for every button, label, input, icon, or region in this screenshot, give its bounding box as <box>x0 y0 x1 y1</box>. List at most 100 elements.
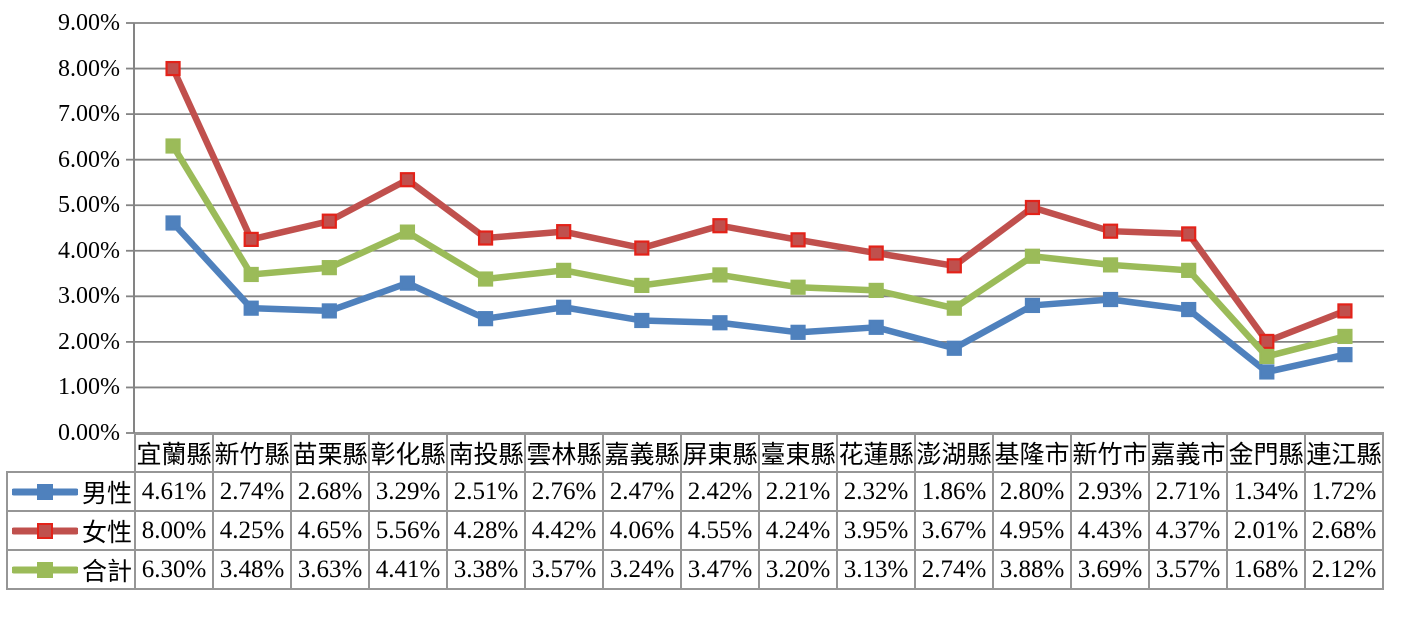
series-row: 男性 4.61% 2.74% 2.68% 3.29% 2.51% 2.76% 2.47% 2.4… <box>6 471 1384 512</box>
category-header-cell: 新竹市 <box>1070 433 1150 473</box>
data-point-marker <box>399 172 416 188</box>
data-point-marker <box>1102 223 1119 239</box>
category-header-cell: 臺東縣 <box>758 433 838 473</box>
data-point-marker <box>1102 257 1119 273</box>
legend-cell: 女性 <box>6 510 136 551</box>
value-cell: 1.86% <box>914 471 994 512</box>
data-table-with-legend: 宜蘭縣 新竹縣 苗栗縣 彰化縣 南投縣 雲林縣 嘉義縣 屏東縣 臺東縣 花蓮縣 澎湖縣 基隆市 新竹市嘉… <box>6 433 1384 590</box>
data-point-marker <box>1181 301 1197 318</box>
category-header-cell: 宜蘭縣 <box>134 433 214 473</box>
value-cell: 3.63% <box>290 549 370 590</box>
legend-line-marker-icon <box>11 561 78 578</box>
value-cell: 2.71% <box>1148 471 1228 512</box>
data-point-marker <box>1102 291 1119 308</box>
value-cell: 1.68% <box>1226 549 1306 590</box>
data-point-marker <box>868 319 884 335</box>
data-point-marker <box>1337 328 1353 345</box>
data-point-marker <box>477 311 494 327</box>
data-point-marker <box>946 340 962 356</box>
data-point-marker <box>946 258 962 274</box>
y-axis-tick-label: 8.00% <box>58 55 120 82</box>
series-label: 合計 <box>81 558 132 586</box>
table-body: 男性 4.61% 2.74% 2.68% 3.29% 2.51% 2.76% 2.47% 2.4… <box>6 471 1384 590</box>
value-cell: 2.21% <box>758 471 838 512</box>
data-point-marker <box>712 218 728 234</box>
data-point-marker <box>321 303 337 319</box>
value-cell: 1.34% <box>1226 471 1306 512</box>
series-line-男性 <box>170 220 1346 376</box>
data-point-marker <box>1181 226 1197 242</box>
value-cell: 4.41% <box>368 549 448 590</box>
value-cell: 2.80% <box>992 471 1072 512</box>
value-cell: 2.42% <box>680 471 760 512</box>
table-corner-empty-cell <box>7 434 136 473</box>
value-cell: 2.76% <box>524 471 604 512</box>
y-axis-tick-labels: 0.00% 1.00% 2.00% 3.00% 4.00% 5.00% 6.00% 7.00%… <box>0 0 120 460</box>
value-cell: 2.32% <box>836 471 916 512</box>
value-cell: 2.01% <box>1226 510 1306 551</box>
category-header-cell: 連江縣 <box>1304 433 1384 473</box>
data-point-marker <box>1337 347 1353 363</box>
data-point-marker <box>399 275 416 291</box>
data-point-marker <box>165 60 181 77</box>
value-cell: 8.00% <box>134 510 214 551</box>
category-header-cell: 花蓮縣 <box>836 433 916 473</box>
y-axis-tick-label: 1.00% <box>58 374 120 401</box>
data-point-marker <box>868 245 884 261</box>
data-point-marker <box>243 231 259 247</box>
value-cell: 4.28% <box>446 510 526 551</box>
data-point-marker <box>556 224 572 240</box>
data-point-marker <box>321 213 337 229</box>
data-point-marker <box>243 300 259 316</box>
legend-line-marker-icon <box>11 483 78 500</box>
value-cell: 3.20% <box>758 549 838 590</box>
value-cell: 2.51% <box>446 471 526 512</box>
value-cell: 4.65% <box>290 510 370 551</box>
data-point-marker <box>1259 348 1275 365</box>
value-cell: 3.47% <box>680 549 760 590</box>
data-point-marker <box>1259 333 1275 350</box>
data-point-marker <box>634 277 650 293</box>
value-cell: 4.61% <box>134 471 214 512</box>
y-axis-tick-label: 2.00% <box>58 328 120 355</box>
data-point-marker <box>712 315 728 331</box>
category-header-cell: 嘉義市 <box>1148 433 1228 473</box>
data-point-marker <box>165 215 181 231</box>
data-point-marker <box>1181 262 1197 278</box>
value-cell: 5.56% <box>368 510 448 551</box>
value-cell: 2.68% <box>1304 510 1384 551</box>
data-point-marker <box>868 282 884 299</box>
value-cell: 3.38% <box>446 549 526 590</box>
data-point-marker <box>477 271 494 287</box>
data-point-marker <box>790 279 806 295</box>
category-header-cell: 彰化縣 <box>368 433 448 473</box>
category-header-cell: 苗栗縣 <box>290 433 370 473</box>
value-cell: 2.74% <box>914 549 994 590</box>
value-cell: 2.68% <box>290 471 370 512</box>
data-point-marker <box>1024 297 1041 314</box>
data-point-marker <box>321 260 337 276</box>
value-cell: 1.72% <box>1304 471 1384 512</box>
legend-line-marker-icon <box>11 522 78 539</box>
y-axis-tick-label: 6.00% <box>58 146 120 173</box>
y-axis-tick-label: 3.00% <box>58 283 120 310</box>
data-point-marker <box>1024 248 1041 264</box>
data-point-marker <box>556 299 572 315</box>
data-point-marker <box>790 232 806 248</box>
category-header-cell: 屏東縣 <box>680 433 760 473</box>
category-header-cell: 嘉義縣 <box>602 433 682 473</box>
category-header-cell: 金門縣 <box>1226 433 1306 473</box>
data-point-marker <box>556 262 572 278</box>
value-cell: 4.24% <box>758 510 838 551</box>
value-cell: 4.43% <box>1070 510 1150 551</box>
value-cell: 3.29% <box>368 471 448 512</box>
y-axis-tick-label: 9.00% <box>58 10 120 36</box>
value-cell: 3.95% <box>836 510 916 551</box>
data-point-marker <box>477 230 494 246</box>
table-header: 宜蘭縣 新竹縣 苗栗縣 彰化縣 南投縣 雲林縣 嘉義縣 屏東縣 臺東縣 花蓮縣 澎湖縣 基隆市 新竹市嘉… <box>7 433 1384 473</box>
legend-cell: 合計 <box>6 549 136 590</box>
series-label: 男性 <box>81 480 132 508</box>
series-line-合計 <box>170 144 1346 360</box>
value-cell: 2.12% <box>1304 549 1384 590</box>
value-cell: 4.37% <box>1148 510 1228 551</box>
